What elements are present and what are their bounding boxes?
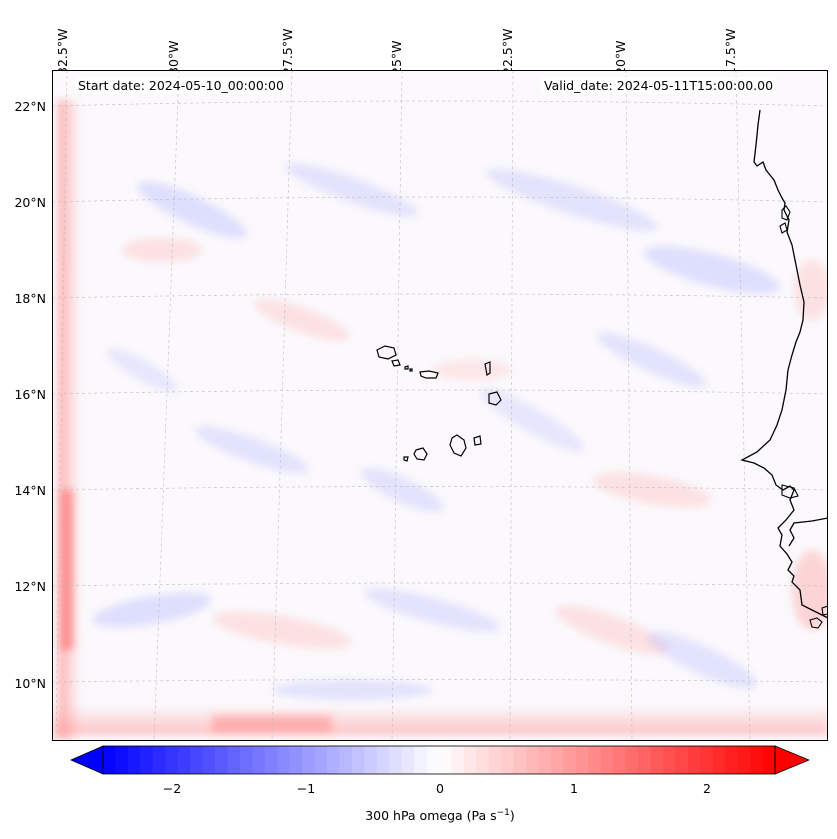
lon-label: 32.5°W — [55, 28, 70, 75]
colorbar-segment — [700, 746, 714, 774]
colorbar-ticks: −2 −1 0 1 2 — [70, 781, 810, 799]
lon-label: 17.5°W — [723, 28, 738, 75]
colorbar-segment — [202, 746, 216, 774]
lat-label: 22°N — [14, 99, 46, 114]
colorbar-segment — [613, 746, 627, 774]
bissagos-islands — [809, 605, 828, 629]
colorbar-tick: −2 — [162, 781, 182, 796]
colorbar-segment — [625, 746, 639, 774]
lat-label: 18°N — [14, 291, 46, 306]
lon-label: 27.5°W — [280, 28, 295, 75]
colorbar-extend-high — [774, 745, 810, 775]
colorbar-tick: −1 — [296, 781, 316, 796]
colorbar-segment — [575, 746, 589, 774]
colorbar-label: 300 hPa omega (Pa s−1) — [365, 808, 515, 823]
colorbar-segment — [439, 746, 452, 774]
colorbar-segment — [165, 746, 179, 774]
colorbar-segment — [463, 746, 477, 774]
gridlines — [52, 70, 828, 741]
colorbar-segment — [663, 746, 676, 774]
colorbar-label-exponent: −1 — [496, 808, 510, 818]
start-date-label: Start date: 2024-05-10_00:00:00 — [75, 77, 287, 94]
colorbar-segment — [401, 746, 415, 774]
lat-label: 20°N — [14, 195, 46, 210]
colorbar-segment — [538, 746, 552, 774]
colorbar-segment — [488, 746, 502, 774]
colorbar-segment — [389, 746, 403, 774]
colorbar-segment — [215, 746, 228, 774]
colorbar-segment — [551, 746, 564, 774]
colorbar-segment — [563, 746, 577, 774]
africa-coastline — [740, 109, 828, 619]
cape-verde-islands — [376, 345, 502, 462]
colorbar-segment — [103, 746, 116, 774]
africa-coastline-south — [788, 517, 828, 547]
colorbar-tick: 0 — [436, 781, 444, 796]
colorbar-segment — [252, 746, 266, 774]
colorbar-label-prefix: 300 hPa omega (Pa s — [365, 808, 497, 824]
colorbar-segment — [526, 746, 540, 774]
colorbar-segment — [227, 746, 241, 774]
colorbar-segment — [177, 746, 191, 774]
colorbar-segment — [339, 746, 353, 774]
colorbar-segment — [513, 746, 527, 774]
colorbar-segment — [302, 746, 316, 774]
colorbar-segment — [127, 746, 141, 774]
colorbar-segment — [501, 746, 515, 774]
lon-label: 22.5°W — [500, 28, 515, 75]
colorbar-tick: 2 — [703, 781, 711, 796]
valid-date-label: Valid_date: 2024-05-11T15:00:00.00 — [541, 77, 777, 94]
colorbar-segment — [152, 746, 166, 774]
colorbar-segment — [675, 746, 689, 774]
colorbar-segment — [426, 746, 440, 774]
colorbar-segment — [762, 746, 776, 774]
colorbar-segment — [376, 746, 390, 774]
colorbar-segment — [414, 746, 428, 774]
map-panel — [52, 70, 828, 741]
colorbar-segment — [327, 746, 340, 774]
colorbar-segment — [364, 746, 378, 774]
colorbar-segment — [451, 746, 465, 774]
colorbar-segment — [712, 746, 726, 774]
colorbar-segment — [725, 746, 739, 774]
colorbar-label-suffix: ) — [509, 808, 515, 824]
colorbar — [70, 745, 810, 775]
colorbar-segment — [239, 746, 253, 774]
colorbar-tick: 1 — [570, 781, 578, 796]
lat-label: 14°N — [14, 483, 46, 498]
lat-label: 12°N — [14, 579, 46, 594]
colorbar-segment — [190, 746, 204, 774]
colorbar-segment — [289, 746, 303, 774]
colorbar-segment — [638, 746, 652, 774]
coast-islands — [779, 205, 791, 234]
colorbar-segment — [140, 746, 154, 774]
colorbar-segment — [750, 746, 764, 774]
colorbar-segment — [264, 746, 278, 774]
colorbar-segment — [687, 746, 701, 774]
colorbar-segment — [277, 746, 291, 774]
colorbar-segment — [314, 746, 328, 774]
colorbar-segment — [588, 746, 602, 774]
colorbar-segment — [476, 746, 490, 774]
colorbar-segment — [737, 746, 751, 774]
colorbar-extend-low — [70, 745, 104, 775]
senegal-detail — [781, 484, 799, 499]
map-background — [52, 70, 828, 741]
colorbar-segment — [351, 746, 365, 774]
lat-label: 10°N — [14, 676, 46, 691]
colorbar-segment — [600, 746, 614, 774]
colorbar-segments — [103, 746, 776, 774]
lat-label: 16°N — [14, 387, 46, 402]
colorbar-segment — [650, 746, 664, 774]
colorbar-segment — [115, 746, 129, 774]
